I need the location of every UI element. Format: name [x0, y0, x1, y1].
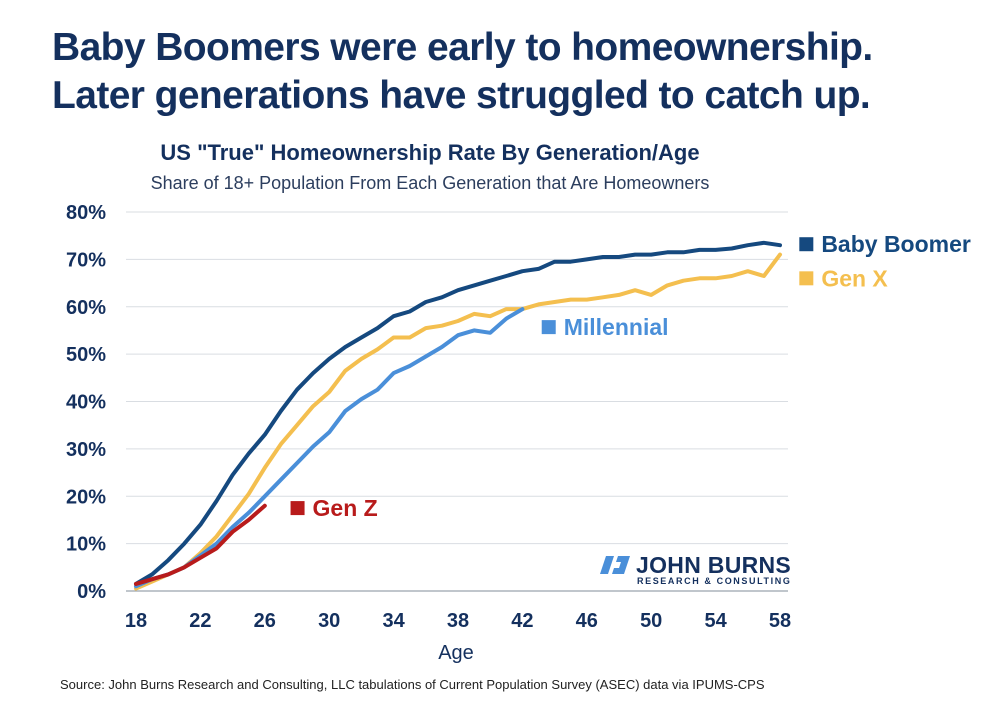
- x-tick-label-50: 50: [640, 610, 662, 632]
- y-tick-label-70: 70%: [66, 249, 106, 271]
- series-label-gen-z: Gen Z: [313, 495, 378, 521]
- series-line-millennial: [134, 307, 525, 589]
- john-burns-logo: JOHN BURNS RESEARCH & CONSULTING: [600, 552, 800, 588]
- x-tick-label-26: 26: [254, 610, 276, 632]
- x-tick-label-34: 34: [382, 610, 405, 632]
- logo-mark-icon: [600, 556, 630, 574]
- series-line-gen-x: [134, 252, 782, 591]
- y-tick-label-10: 10%: [66, 534, 106, 556]
- headline: Baby Boomers were early to homeownership…: [52, 24, 952, 120]
- y-tick-label-60: 60%: [66, 297, 106, 319]
- y-tick-label-0: 0%: [77, 581, 106, 603]
- x-tick-label-18: 18: [125, 610, 147, 632]
- y-tick-label-30: 30%: [66, 439, 106, 461]
- x-tick-label-54: 54: [704, 610, 727, 632]
- series-label-baby-boomer: Baby Boomer: [821, 231, 971, 257]
- series-line-gen-z: [134, 503, 267, 586]
- chart-title: US "True" Homeownership Rate By Generati…: [160, 140, 700, 165]
- y-tick-label-50: 50%: [66, 344, 106, 366]
- y-tick-label-20: 20%: [66, 486, 106, 508]
- x-tick-label-22: 22: [189, 610, 211, 632]
- logo-name: JOHN BURNS: [636, 552, 792, 578]
- source-note: Source: John Burns Research and Consulti…: [60, 677, 765, 692]
- legend-marker-gen-x: [799, 271, 814, 286]
- series-label-gen-x: Gen X: [821, 265, 888, 291]
- x-tick-label-30: 30: [318, 610, 340, 632]
- chart-subtitle: Share of 18+ Population From Each Genera…: [150, 173, 710, 193]
- logo-subtitle: RESEARCH & CONSULTING: [637, 576, 792, 586]
- y-tick-label-40: 40%: [66, 392, 106, 414]
- x-tick-label-38: 38: [447, 610, 469, 632]
- legend-marker-baby-boomer: [799, 237, 814, 252]
- x-tick-label-42: 42: [511, 610, 533, 632]
- series-label-millennial: Millennial: [564, 314, 669, 340]
- x-axis-label: Age: [438, 642, 474, 664]
- legend-marker-millennial: [541, 320, 556, 335]
- legend-marker-gen-z: [290, 501, 305, 516]
- headline-line-2: Later generations have struggled to catc…: [52, 74, 871, 117]
- headline-line-1: Baby Boomers were early to homeownership…: [52, 26, 873, 69]
- series-line-baby-boomer: [134, 240, 782, 586]
- x-tick-label-58: 58: [769, 610, 791, 632]
- y-tick-label-80: 80%: [66, 202, 106, 224]
- x-tick-label-46: 46: [576, 610, 598, 632]
